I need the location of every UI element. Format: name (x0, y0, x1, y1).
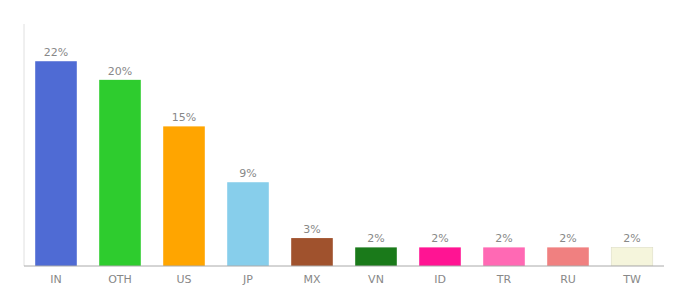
bar (355, 247, 397, 266)
data-label: 15% (172, 111, 196, 124)
x-axis-line (24, 266, 664, 267)
data-label: 22% (44, 46, 68, 59)
chart-container: 22% 20% 15% 9% 3% 2% 2% 2% 2% 2% IN OTH US JP MX VN ID TR… (0, 0, 680, 300)
bar (99, 80, 141, 266)
data-label: 2% (495, 232, 512, 245)
bar (483, 247, 525, 266)
data-label: 2% (623, 232, 640, 245)
data-label: 2% (559, 232, 576, 245)
bar (35, 61, 77, 266)
bar (291, 238, 333, 266)
bar (611, 247, 653, 266)
bar (227, 182, 269, 266)
bars (35, 61, 653, 266)
data-label: 3% (303, 223, 320, 236)
x-tick-label: VN (368, 273, 384, 286)
data-label: 2% (431, 232, 448, 245)
x-tick-label: TW (622, 273, 641, 286)
x-tick-label: JP (242, 273, 253, 286)
x-tick-labels: IN OTH US JP MX VN ID TR RU TW (50, 273, 641, 286)
data-labels: 22% 20% 15% 9% 3% 2% 2% 2% 2% 2% (44, 46, 641, 245)
data-label: 20% (108, 65, 132, 78)
data-label: 9% (239, 167, 256, 180)
x-tick-label: OTH (108, 273, 132, 286)
x-tick-label: ID (434, 273, 446, 286)
x-tick-label: TR (496, 273, 512, 286)
bar (419, 247, 461, 266)
x-tick-label: RU (560, 273, 576, 286)
bar (163, 126, 205, 266)
plot-area (24, 24, 25, 266)
x-tick-label: IN (50, 273, 61, 286)
x-tick-label: US (176, 273, 191, 286)
bar (547, 247, 589, 266)
x-tick-label: MX (303, 273, 320, 286)
y-axis-line (24, 24, 25, 266)
data-label: 2% (367, 232, 384, 245)
chart: 22% 20% 15% 9% 3% 2% 2% 2% 2% 2% IN OTH US JP MX VN ID TR… (0, 0, 680, 300)
